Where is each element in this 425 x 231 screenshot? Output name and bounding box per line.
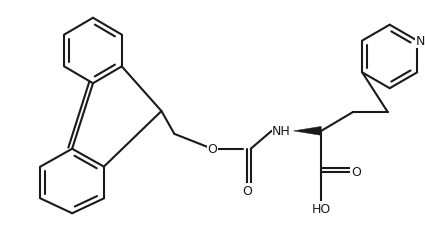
Text: N: N (416, 35, 425, 48)
Text: O: O (242, 184, 252, 197)
Text: O: O (207, 143, 217, 155)
Text: O: O (351, 165, 361, 178)
Polygon shape (293, 127, 321, 136)
Text: NH: NH (272, 125, 291, 138)
Text: HO: HO (312, 202, 331, 215)
